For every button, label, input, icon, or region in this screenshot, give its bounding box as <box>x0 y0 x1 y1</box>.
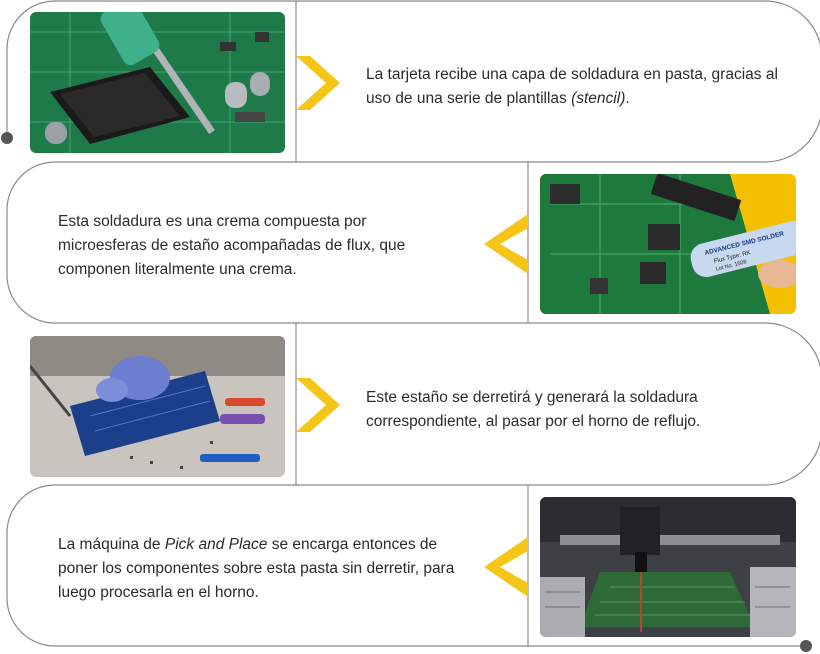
soldering-iron-on-circuit-board-photo <box>30 12 285 153</box>
step-2-text-main: Esta soldadura es una crema compuesta po… <box>58 213 406 278</box>
step-4-text-end: se encarga entonces de poner los compone… <box>58 536 455 601</box>
chevron-left-icon <box>484 214 528 274</box>
step-1-text-em: (stencil) <box>571 90 626 107</box>
step-1-text-main: La tarjeta recibe una capa de soldadura … <box>366 66 778 107</box>
chevron-right-icon <box>296 56 340 110</box>
chevron-right-icon <box>296 378 340 432</box>
gloved-hands-soldering-board-photo <box>30 336 285 477</box>
step-1-text-end: . <box>625 90 630 107</box>
solder-paste-syringe-photo: ADVANCED SMD SOLDER Flux Type: RK Lot No… <box>540 174 796 314</box>
chevron-left-icon <box>484 537 528 597</box>
step-1-text: La tarjeta recibe una capa de soldadura … <box>366 63 806 111</box>
step-4-text-main: La máquina de <box>58 536 165 553</box>
pick-and-place-machine-photo <box>540 497 796 637</box>
timeline-end-dot <box>800 640 812 652</box>
step-3-text-main: Este estaño se derretirá y generará la s… <box>366 389 701 430</box>
step-4-text-em: Pick and Place <box>164 536 268 553</box>
step-3-text: Este estaño se derretirá y generará la s… <box>366 386 776 434</box>
step-2-text: Esta soldadura es una crema compuesta po… <box>58 210 438 282</box>
timeline-start-dot <box>1 132 13 144</box>
step-4-text: La máquina de Pick and Place se encarga … <box>58 533 478 605</box>
